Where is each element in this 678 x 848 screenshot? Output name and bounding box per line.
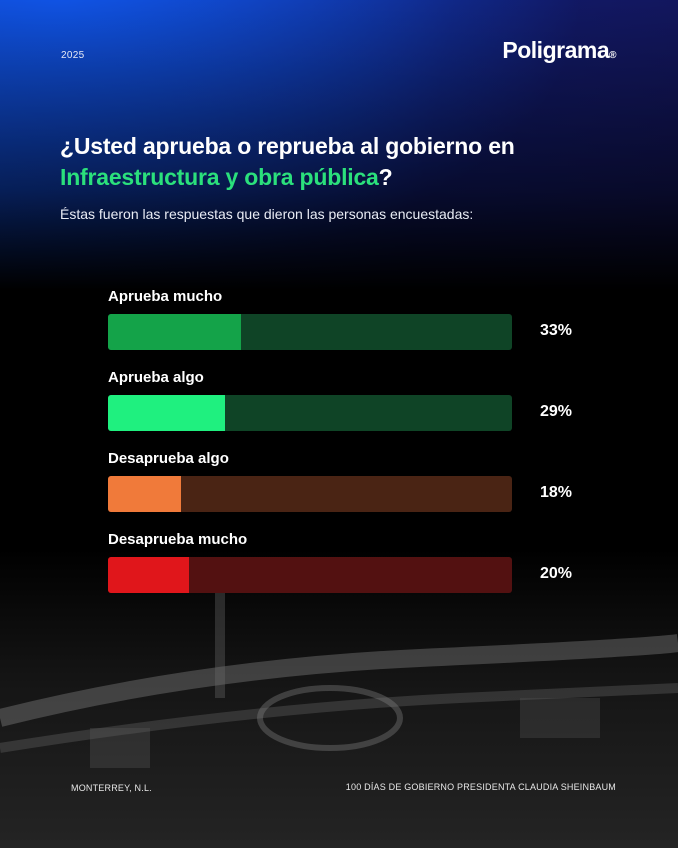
- bar-track: [108, 314, 512, 350]
- footer-location: MONTERREY, N.L.: [71, 783, 152, 793]
- question-end: ?: [378, 164, 393, 190]
- brand-logo-text: Poligrama: [502, 37, 610, 63]
- question-line1: ¿Usted aprueba o reprueba al gobierno en: [60, 133, 515, 159]
- bar-label: Aprueba algo: [108, 369, 204, 386]
- footer-caption: 100 DÍAS DE GOBIERNO PRESIDENTA CLAUDIA …: [345, 782, 616, 792]
- bar-fill: [108, 557, 189, 593]
- bar-value-label: 33%: [539, 322, 572, 339]
- chart-question: ¿Usted aprueba o reprueba al gobierno en…: [60, 131, 620, 193]
- chart-subtitle: Éstas fueron las respuestas que dieron l…: [60, 206, 474, 222]
- year-label: 2025: [61, 50, 85, 61]
- brand-logo: Poligrama®: [502, 37, 616, 64]
- question-highlight: Infraestructura y obra pública: [60, 164, 379, 190]
- bar-label: Desaprueba algo: [108, 450, 229, 467]
- bar-value-label: 29%: [539, 403, 572, 420]
- registered-mark: ®: [609, 50, 616, 61]
- bar-track: [108, 395, 512, 431]
- city-photo-background: [0, 548, 678, 848]
- bar-fill: [108, 395, 226, 431]
- bar-fill: [108, 476, 181, 512]
- bar-value-label: 20%: [539, 565, 572, 582]
- bar-label: Desaprueba mucho: [108, 531, 248, 548]
- bar-value-label: 18%: [539, 484, 572, 501]
- bar-label: Aprueba mucho: [108, 288, 223, 305]
- bar-track: [108, 557, 512, 593]
- bar-fill: [108, 314, 242, 350]
- bar-track: [108, 476, 512, 512]
